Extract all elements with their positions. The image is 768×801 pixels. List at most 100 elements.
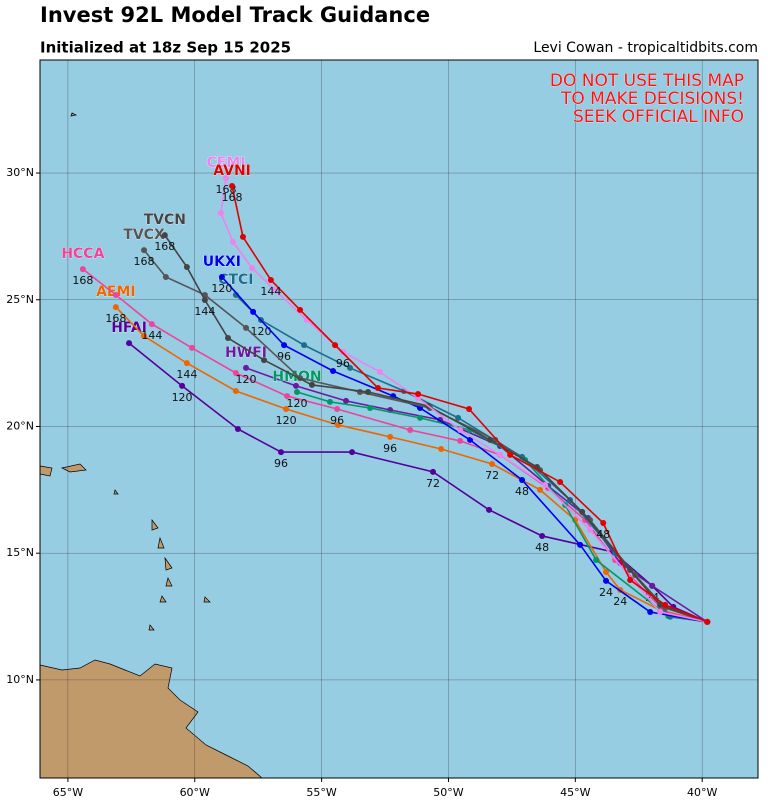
y-tick-label: 10°N (6, 673, 34, 686)
track-point (232, 370, 239, 377)
track-point (657, 601, 664, 608)
track-point (292, 382, 299, 389)
forecast-hour-label: 96 (336, 357, 350, 370)
track-point (415, 391, 422, 398)
track-point (587, 526, 594, 533)
track-point (141, 332, 148, 339)
track-line (221, 276, 708, 623)
track-point (183, 360, 190, 367)
track-point (429, 468, 436, 475)
model-name: AVNI (213, 163, 251, 179)
track-point (243, 364, 250, 371)
track-point (496, 451, 503, 458)
track-point (600, 520, 607, 527)
track-point (467, 436, 474, 443)
track-point (218, 273, 225, 280)
model-name: UKXI (203, 254, 241, 270)
track-point (112, 304, 119, 311)
forecast-hour-label: 120 (250, 325, 271, 338)
forecast-hour-label: 120 (287, 397, 308, 410)
track-point (222, 175, 229, 182)
track-point (250, 308, 257, 315)
forecast-hour-label: 96 (277, 350, 291, 363)
track-point (249, 265, 256, 272)
track-point (229, 182, 236, 189)
track-point (365, 389, 372, 396)
model-name: CEMI (206, 155, 245, 171)
track-point (457, 437, 464, 444)
track-point (239, 233, 246, 240)
forecast-hour-label: 72 (426, 477, 440, 490)
x-tick-label: 45°W (560, 786, 590, 799)
track-point (489, 460, 496, 467)
forecast-hour-label: 24 (613, 595, 627, 608)
track-point (148, 321, 155, 328)
forecast-hour-label: 120 (211, 282, 232, 295)
ocean (40, 60, 758, 778)
y-tick-label: 15°N (6, 546, 34, 559)
track-point (267, 276, 274, 283)
track-point (201, 297, 208, 304)
forecast-hour-label: 144 (176, 368, 197, 381)
forecast-hour-label: 168 (105, 312, 126, 325)
forecast-hour-label: 96 (383, 442, 397, 455)
track-point (417, 414, 424, 421)
track-point (179, 382, 186, 389)
track-point (376, 368, 383, 375)
subtitle: Initialized at 18z Sep 15 2025 (40, 39, 291, 57)
track-point (457, 427, 464, 434)
track-point (539, 532, 546, 539)
warning: DO NOT USE THIS MAP (550, 71, 744, 91)
track-point (332, 342, 339, 349)
land (40, 112, 263, 778)
forecast-hour-label: 144 (194, 305, 215, 318)
track-point (593, 557, 600, 564)
plot-frame (39, 59, 759, 779)
track-point (374, 384, 381, 391)
track-point (627, 577, 634, 584)
track-point (326, 398, 333, 405)
forecast-hour-label: 48 (535, 541, 549, 554)
track-point (79, 266, 86, 273)
track-point (519, 476, 526, 483)
track-point (126, 340, 133, 347)
track-point (281, 342, 288, 349)
track-point (217, 210, 224, 217)
forecast-hour-label: 96 (330, 414, 344, 427)
track-point (335, 421, 342, 428)
title: Invest 92L Model Track Guidance (40, 3, 430, 27)
track-point (347, 364, 354, 371)
track-point (387, 433, 394, 440)
forecast-hour-label: 96 (274, 457, 288, 470)
track-point (141, 247, 148, 254)
track-point (183, 264, 190, 271)
track-line (231, 185, 708, 623)
track-point (649, 582, 656, 589)
credit: Levi Cowan - tropicaltidbits.com (533, 40, 758, 56)
x-tick-label: 40°W (687, 786, 717, 799)
track-point (438, 446, 445, 453)
track-point (261, 357, 268, 364)
track-point (188, 344, 195, 351)
track-point (577, 541, 584, 548)
track-point (579, 508, 586, 515)
track-point (507, 451, 514, 458)
forecast-hour-label: 48 (596, 528, 610, 541)
model-name: TVCN (144, 212, 186, 228)
track-point (297, 306, 304, 313)
track-point (542, 482, 549, 489)
warning: TO MAKE DECISIONS! (560, 89, 744, 109)
forecast-hour-label: 120 (172, 391, 193, 404)
track-point (112, 291, 119, 298)
track-point (224, 335, 231, 342)
track-point (161, 232, 168, 239)
track-point (407, 427, 414, 434)
track-point (455, 414, 462, 421)
track-point (662, 601, 669, 608)
model-name: HCCA (61, 246, 104, 262)
y-tick-label: 25°N (6, 293, 34, 306)
x-tick-label: 55°W (306, 786, 336, 799)
track-point (603, 577, 610, 584)
model-name: CTCI (218, 272, 253, 288)
track-point (334, 405, 341, 412)
